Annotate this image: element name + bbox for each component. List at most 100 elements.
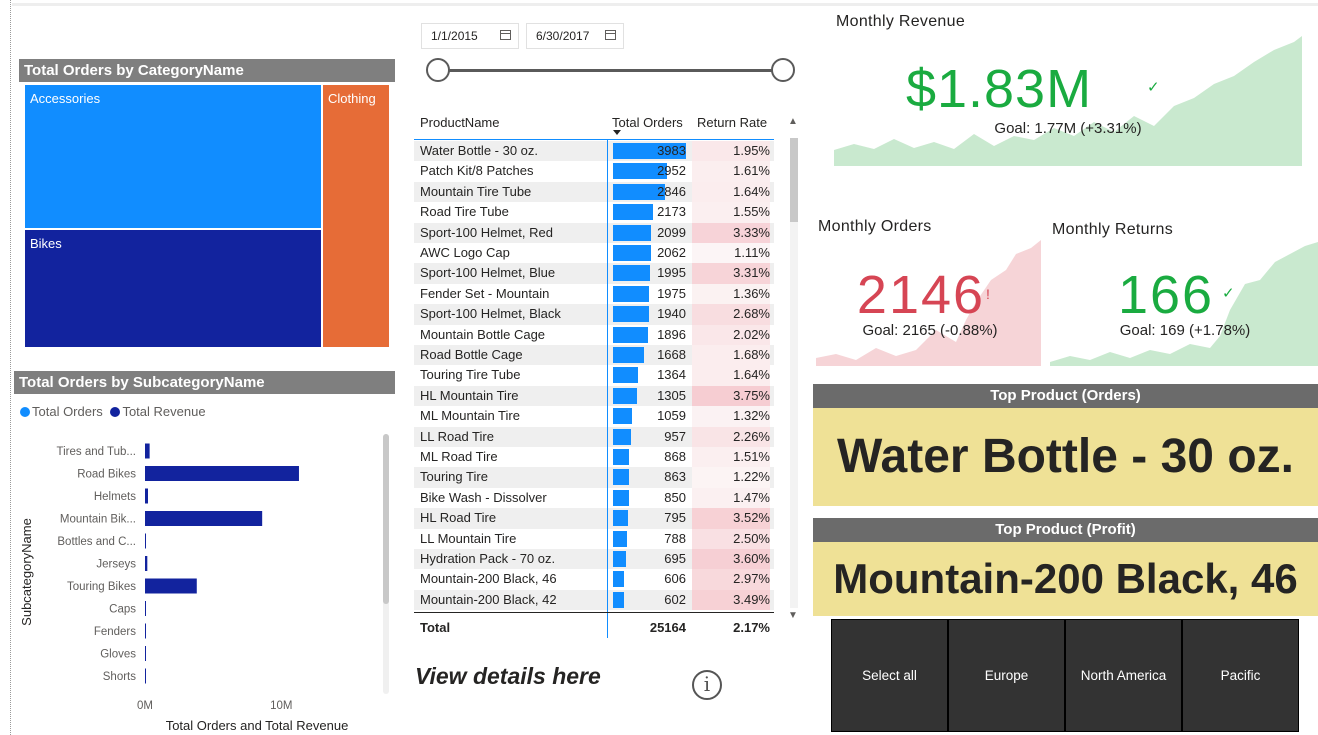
category-tick-label: Tires and Tub... (57, 446, 136, 458)
treemap-tile-clothing[interactable]: Clothing (322, 84, 390, 348)
return-rate-cell: 3.75% (692, 385, 770, 407)
region-button-select-all[interactable]: Select all (831, 619, 948, 732)
table-row[interactable]: AWC Logo Cap 2062 1.11% (414, 243, 774, 264)
start-date-input[interactable]: 1/1/2015 (421, 23, 519, 49)
chart-scrollbar-thumb[interactable] (383, 434, 389, 604)
table-row[interactable]: Mountain Bottle Cage 1896 2.02% (414, 324, 774, 345)
orders-cell: 606 (664, 571, 686, 587)
table-row[interactable]: Sport-100 Helmet, Black 1940 2.68% (414, 304, 774, 325)
category-tick-label: Mountain Bik... (60, 514, 136, 526)
table-row[interactable]: Touring Tire 863 1.22% (414, 467, 774, 488)
revenue-bar[interactable] (145, 578, 197, 594)
table-row[interactable]: HL Mountain Tire 1305 3.75% (414, 385, 774, 407)
date-range-track[interactable] (438, 69, 783, 72)
category-tick-label: Gloves (100, 649, 136, 661)
table-row[interactable]: Road Tire Tube 2173 1.55% (414, 202, 774, 223)
date-range-start-handle[interactable] (426, 58, 450, 82)
orders-data-bar (613, 449, 629, 465)
table-scrollbar-thumb[interactable] (790, 138, 798, 222)
revenue-bar[interactable] (145, 511, 263, 526)
total-divider (414, 612, 774, 613)
region-button-north-america[interactable]: North America (1065, 619, 1182, 732)
date-range-end-handle[interactable] (771, 58, 795, 82)
table-row[interactable]: Patch Kit/8 Patches 2952 1.61% (414, 161, 774, 182)
category-treemap[interactable]: Accessories Bikes Clothing (24, 84, 390, 348)
orders-cell: 1305 (657, 387, 686, 403)
table-row[interactable]: LL Mountain Tire 788 2.50% (414, 528, 774, 549)
scroll-up-icon[interactable]: ▲ (788, 116, 798, 127)
product-name-cell: ML Road Tire (420, 449, 498, 464)
legend-item-orders[interactable]: Total Orders (20, 404, 103, 419)
orders-data-bar (613, 224, 652, 241)
table-row[interactable]: Sport-100 Helmet, Red 2099 3.33% (414, 222, 774, 243)
table-row[interactable]: Bike Wash - Dissolver 850 1.47% (414, 487, 774, 509)
orders-cell: 795 (664, 510, 686, 526)
legend-dot-icon (110, 407, 121, 417)
revenue-bar[interactable] (145, 623, 146, 639)
return-rate-cell: 1.32% (692, 406, 770, 427)
table-row[interactable]: Touring Tire Tube 1364 1.64% (414, 365, 774, 386)
calendar-icon[interactable] (605, 30, 616, 40)
revenue-bar[interactable] (145, 601, 146, 616)
revenue-bar[interactable] (145, 646, 146, 661)
legend-dot-icon (20, 407, 30, 417)
col-header-orders[interactable]: Total Orders (612, 115, 683, 130)
legend-item-revenue[interactable]: Total Revenue (110, 404, 206, 419)
category-tick-label: Bottles and C... (57, 536, 136, 548)
revenue-bar[interactable] (145, 488, 148, 504)
orders-data-bar (613, 306, 649, 323)
end-date-value: 6/30/2017 (536, 29, 590, 43)
product-name-cell: Road Bottle Cage (420, 347, 523, 362)
revenue-bar[interactable] (145, 533, 146, 549)
product-name-cell: Touring Tire Tube (420, 367, 521, 383)
col-header-product[interactable]: ProductName (420, 115, 500, 130)
end-date-input[interactable]: 6/30/2017 (526, 23, 624, 49)
region-button-pacific[interactable]: Pacific (1182, 619, 1299, 732)
table-scrollbar[interactable] (790, 138, 798, 608)
table-row[interactable]: Water Bottle - 30 oz. 3983 1.95% (414, 141, 774, 162)
product-name-cell: Sport-100 Helmet, Red (420, 224, 553, 240)
category-tick-label: Touring Bikes (67, 581, 136, 593)
revenue-bar[interactable] (145, 556, 148, 571)
scroll-down-icon[interactable]: ▼ (788, 610, 798, 621)
table-row[interactable]: ML Road Tire 868 1.51% (414, 447, 774, 468)
return-rate-cell: 1.11% (692, 243, 770, 264)
table-row[interactable]: Fender Set - Mountain 1975 1.36% (414, 283, 774, 305)
kpi-revenue-goal: Goal: 1.77M (+3.31%) (994, 120, 1142, 137)
treemap-title: Total Orders by CategoryName (19, 59, 395, 82)
col-header-return-rate[interactable]: Return Rate (697, 115, 768, 130)
check-icon: ✓ (1222, 285, 1235, 302)
treemap-tile-accessories[interactable]: Accessories (24, 84, 322, 229)
revenue-bar[interactable] (145, 443, 150, 459)
table-row[interactable]: HL Road Tire 795 3.52% (414, 508, 774, 529)
kpi-returns-title: Monthly Returns (1052, 221, 1173, 238)
table-row[interactable]: Road Bottle Cage 1668 1.68% (414, 345, 774, 366)
orders-data-bar (613, 408, 633, 425)
info-icon[interactable]: i (692, 670, 722, 700)
return-rate-cell: 2.02% (692, 324, 770, 345)
table-row[interactable]: ML Mountain Tire 1059 1.32% (414, 406, 774, 427)
table-row[interactable]: LL Road Tire 957 2.26% (414, 426, 774, 447)
subcat-bar-chart[interactable]: SubcategoryName Total Orders and Total Re… (14, 428, 394, 735)
table-row[interactable]: Mountain Tire Tube 2846 1.64% (414, 181, 774, 203)
revenue-bar[interactable] (145, 466, 299, 481)
category-tick-label: Caps (109, 604, 136, 616)
return-rate-cell: 3.60% (692, 549, 770, 570)
sort-desc-icon[interactable] (613, 130, 621, 135)
table-row[interactable]: Sport-100 Helmet, Blue 1995 3.31% (414, 263, 774, 284)
orders-data-bar (613, 183, 666, 200)
table-row[interactable]: Hydration Pack - 70 oz. 695 3.60% (414, 549, 774, 570)
orders-cell: 2062 (657, 245, 686, 260)
exclamation-icon: ! (986, 286, 990, 302)
return-rate-cell: 1.68% (692, 345, 770, 366)
region-button-europe[interactable]: Europe (948, 619, 1065, 732)
orders-data-bar (613, 245, 651, 261)
orders-cell: 2846 (657, 183, 686, 199)
chart-scrollbar[interactable] (383, 434, 389, 694)
table-row[interactable]: Mountain-200 Black, 42 602 3.49% (414, 589, 774, 611)
table-row[interactable]: Mountain-200 Black, 46 606 2.97% (414, 569, 774, 590)
orders-cell: 850 (664, 489, 686, 505)
revenue-bar[interactable] (145, 668, 146, 684)
calendar-icon[interactable] (500, 30, 511, 40)
treemap-tile-bikes[interactable]: Bikes (24, 229, 322, 348)
